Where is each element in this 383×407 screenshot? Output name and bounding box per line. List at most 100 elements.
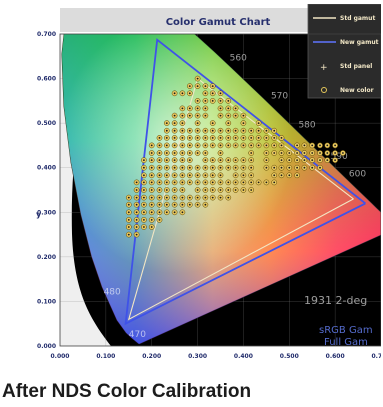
data-point [278, 150, 285, 156]
data-point [179, 135, 186, 141]
data-point [309, 157, 316, 163]
data-point [255, 142, 262, 149]
legend-label-std-panel: Std panel [340, 63, 372, 70]
data-point [133, 187, 140, 193]
data-point [248, 172, 255, 179]
data-point [171, 112, 178, 119]
data-point [240, 187, 247, 193]
data-point [240, 142, 247, 149]
data-point [225, 98, 232, 104]
data-point [232, 112, 239, 119]
data-point [148, 201, 155, 208]
data-point [194, 112, 201, 119]
y-tick-label: 0.000 [37, 343, 56, 350]
data-point [194, 179, 201, 186]
data-point [186, 164, 193, 171]
data-point [240, 135, 247, 141]
data-point [202, 105, 209, 112]
y-tick-label: 0.700 [37, 31, 56, 38]
data-point [156, 187, 163, 193]
data-point [271, 135, 278, 141]
data-point [163, 201, 170, 208]
data-point [217, 179, 224, 186]
data-point [156, 217, 163, 223]
data-point [217, 187, 224, 193]
legend-swatch-new-color [321, 87, 327, 93]
data-point [202, 164, 209, 171]
data-point [232, 179, 239, 186]
data-point [179, 164, 186, 171]
data-point [209, 157, 216, 163]
data-point [186, 127, 193, 134]
data-point [240, 157, 247, 163]
chart-title: Color Gamut Chart [166, 17, 271, 28]
data-point [332, 150, 338, 156]
data-point [317, 150, 323, 156]
y-tick-label: 0.400 [37, 165, 56, 172]
data-point [217, 127, 224, 134]
data-point [202, 187, 209, 193]
data-point [248, 187, 255, 193]
data-point [171, 120, 178, 126]
data-point [294, 157, 300, 163]
data-point [171, 194, 178, 201]
data-point [225, 164, 232, 171]
wavelength-label: 570 [271, 92, 288, 102]
data-point [171, 187, 178, 193]
data-point [217, 135, 224, 141]
data-point [125, 224, 132, 230]
y-tick-label: 0.100 [37, 298, 56, 305]
data-point [202, 142, 209, 149]
data-point [156, 164, 163, 171]
data-point [141, 224, 147, 230]
data-point [317, 164, 323, 171]
data-point [225, 142, 232, 149]
data-point [171, 172, 178, 179]
data-point [163, 157, 170, 163]
data-point [156, 179, 163, 186]
data-point [194, 135, 201, 141]
data-point [248, 179, 255, 186]
data-point [294, 172, 300, 179]
data-point [171, 164, 178, 171]
data-point [232, 135, 239, 141]
data-point [248, 150, 255, 156]
data-point [156, 135, 163, 141]
data-point [286, 164, 293, 171]
data-point [240, 179, 247, 186]
data-point [324, 150, 331, 156]
data-point [217, 90, 224, 97]
data-point [278, 172, 285, 179]
data-point [163, 142, 170, 149]
data-point [156, 157, 163, 163]
x-tick-label: 0.500 [280, 353, 299, 360]
data-point [179, 90, 186, 97]
wavelength-label: 480 [104, 288, 121, 298]
data-point [263, 142, 270, 149]
data-point [209, 98, 216, 104]
data-point [171, 209, 178, 216]
data-point [194, 150, 201, 156]
data-point [248, 157, 255, 163]
data-point [179, 209, 186, 216]
data-point [125, 217, 132, 223]
data-point [209, 90, 216, 97]
data-point [163, 150, 170, 156]
legend-label-std-gamut: Std gamut [340, 15, 375, 22]
data-point [225, 120, 232, 126]
data-point [156, 142, 163, 149]
data-point [301, 164, 308, 171]
data-point [186, 90, 193, 97]
data-point [209, 120, 216, 126]
data-point [156, 194, 163, 201]
data-point [217, 164, 224, 171]
data-point [232, 172, 239, 179]
data-point [156, 209, 163, 216]
data-point [194, 194, 201, 201]
data-point [225, 179, 232, 186]
legend-label-new-gamut: New gamut [340, 39, 379, 46]
data-point [133, 217, 140, 223]
data-point [225, 157, 232, 163]
data-point [186, 157, 193, 163]
data-point [148, 164, 155, 171]
